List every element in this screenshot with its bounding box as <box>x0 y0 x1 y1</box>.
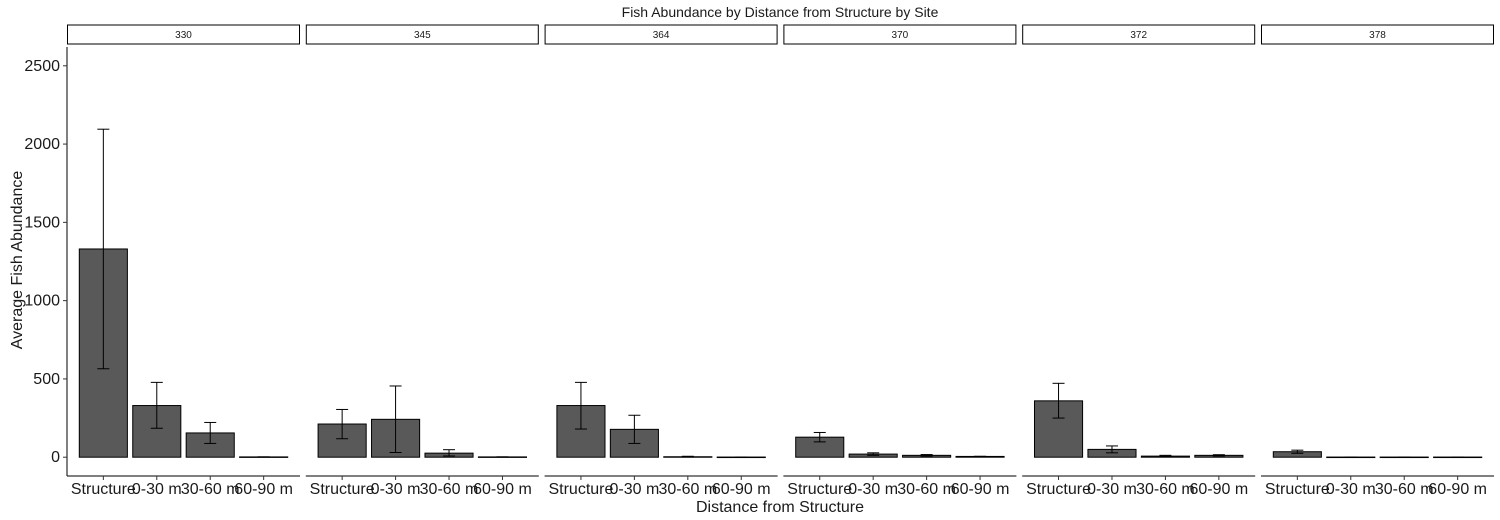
x-tick-label: 60-90 m <box>234 481 293 498</box>
x-tick-label: 0-30 m <box>609 481 659 498</box>
facet-strip <box>783 24 1017 45</box>
x-tick-label: 60-90 m <box>1190 481 1249 498</box>
facet-strip-label: 330 <box>175 30 192 41</box>
y-tick-label: 0 <box>51 449 60 466</box>
y-tick-label: 1500 <box>24 214 60 231</box>
y-axis-title: Average Fish Abundance <box>9 171 26 350</box>
y-tick-label: 1000 <box>24 293 60 310</box>
error-bar <box>150 381 163 429</box>
chart-title: Fish Abundance by Distance from Structur… <box>622 4 939 20</box>
x-axis-title: Distance from Structure <box>696 499 864 516</box>
x-tick-label: 60-90 m <box>473 481 532 498</box>
x-tick-label: 30-60 m <box>1375 481 1434 498</box>
error-bar <box>1291 449 1304 454</box>
error-bar <box>1052 382 1065 419</box>
facet-strip-label: 370 <box>892 30 909 41</box>
y-axis: 0 500 1000 1500 2000 2500 <box>24 47 68 476</box>
x-tick-label: Structure <box>787 481 852 498</box>
error-bar <box>813 431 826 443</box>
error-bar <box>1212 454 1225 457</box>
x-tick-label: 0-30 m <box>1326 481 1376 498</box>
x-tick-label: 30-60 m <box>897 481 956 498</box>
y-tick-label: 500 <box>33 371 60 388</box>
y-tick-label: 2000 <box>24 136 60 153</box>
facet-strip <box>305 24 539 45</box>
error-bar <box>97 128 110 370</box>
facet-strip-label: 345 <box>414 30 431 41</box>
x-tick-label: 30-60 m <box>658 481 717 498</box>
error-bar <box>204 421 217 444</box>
error-bar <box>1159 454 1172 458</box>
x-tick-label: 30-60 m <box>420 481 479 498</box>
x-tick-label: 60-90 m <box>712 481 771 498</box>
error-bar <box>336 408 349 440</box>
x-tick-label: Structure <box>548 481 613 498</box>
error-bar <box>681 455 694 458</box>
facet-strip-label: 364 <box>653 30 670 41</box>
x-tick-label: 60-90 m <box>1428 481 1487 498</box>
x-tick-label: Structure <box>310 481 375 498</box>
x-tick-label: 60-90 m <box>951 481 1010 498</box>
facet-strip <box>67 24 300 45</box>
error-bar <box>920 454 933 457</box>
x-tick-label: 30-60 m <box>181 481 240 498</box>
facet-strip <box>544 24 778 45</box>
x-tick-label: 0-30 m <box>1087 481 1137 498</box>
x-tick-label: 0-30 m <box>371 481 421 498</box>
error-bar <box>574 381 587 430</box>
facet-strip <box>1022 24 1256 45</box>
x-tick-label: 0-30 m <box>848 481 898 498</box>
x-tick-label: Structure <box>71 481 136 498</box>
x-tick-label: 0-30 m <box>132 481 182 498</box>
facet-strip <box>1261 24 1494 45</box>
facet-strip-label: 378 <box>1369 30 1386 41</box>
error-bar <box>443 449 456 457</box>
error-bar <box>628 414 641 444</box>
error-bar <box>389 385 402 454</box>
x-tick-label: Structure <box>1265 481 1330 498</box>
facet-strip-label: 372 <box>1130 30 1147 41</box>
error-bar <box>1105 445 1118 454</box>
x-tick-label: Structure <box>1026 481 1091 498</box>
x-tick-label: 30-60 m <box>1136 481 1195 498</box>
y-tick-label: 2500 <box>24 58 60 75</box>
error-bar <box>867 452 880 456</box>
